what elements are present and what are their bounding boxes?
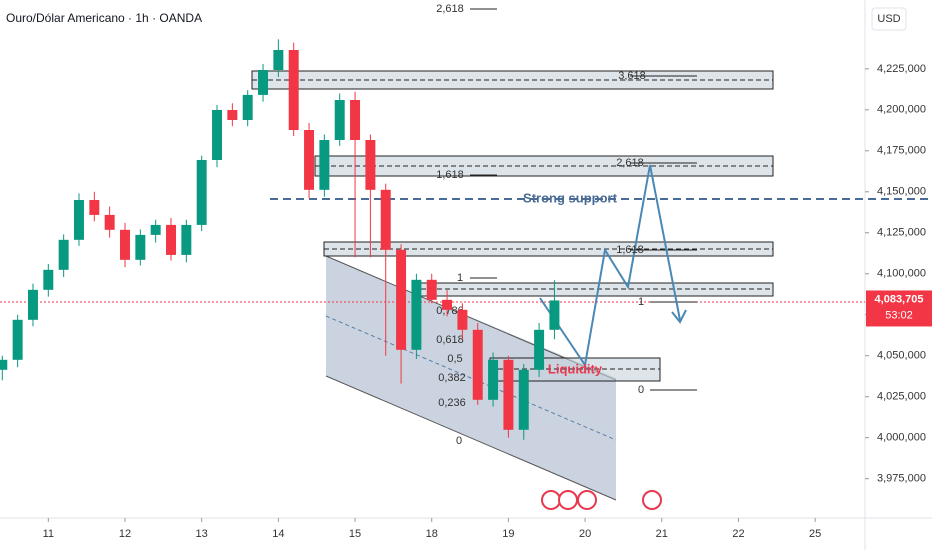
- y-tick-label: 4,175,000: [877, 145, 926, 157]
- candle-body: [104, 214, 115, 230]
- y-tick-label: 4,150,000: [877, 186, 926, 198]
- channel-mid: [325, 315, 617, 441]
- candle-body: [350, 99, 361, 140]
- candle-body: [212, 109, 223, 160]
- y-tick-label: 4,125,000: [877, 227, 926, 239]
- last-price-badge: [866, 290, 932, 327]
- candle-body: [472, 329, 483, 400]
- candle-body: [365, 139, 376, 190]
- candle-body: [258, 69, 269, 95]
- fib-label: 0,5: [447, 353, 462, 365]
- y-tick-label: 4,025,000: [877, 391, 926, 403]
- event-icon: [558, 490, 578, 510]
- y-tick-label: 4,225,000: [877, 63, 926, 75]
- candle-body: [135, 234, 146, 260]
- projection-arrow: [671, 309, 687, 324]
- countdown: 53:02: [885, 309, 913, 321]
- channel-line: [325, 375, 617, 501]
- projection-path: [539, 164, 681, 368]
- fib-label: 0: [638, 384, 644, 396]
- candle-body: [488, 359, 499, 400]
- fib-label: 1,618: [436, 169, 464, 181]
- y-tick-label: 4,050,000: [877, 350, 926, 362]
- fib-label: 0,236: [438, 397, 466, 409]
- candle-body: [166, 224, 176, 255]
- candle-body: [27, 289, 38, 320]
- candle-body: [549, 300, 560, 330]
- candle-body: [120, 229, 130, 260]
- candle-body: [380, 189, 391, 250]
- y-tick-label: 4,100,000: [877, 268, 926, 280]
- y-tick-label: 4,200,000: [877, 104, 926, 116]
- candle-body: [319, 139, 330, 190]
- event-icons: [541, 490, 662, 510]
- liquidity-label: Liquidity: [548, 361, 603, 376]
- candle-body: [411, 279, 422, 350]
- candle-body: [196, 159, 207, 225]
- x-tick-label: 22: [732, 528, 744, 540]
- fib-label: 0: [456, 435, 462, 447]
- x-tick-label: 14: [272, 528, 284, 540]
- x-tick-label: 19: [502, 528, 514, 540]
- last-price-label: 4,083,705: [875, 293, 924, 305]
- candle-body: [0, 359, 8, 370]
- candle-body: [426, 279, 437, 300]
- x-tick-label: 12: [119, 528, 131, 540]
- chart-title: Ouro/Dólar Americano · 1h · OANDA: [6, 11, 202, 25]
- y-tick-label: 3,975,000: [877, 473, 926, 485]
- candle-body: [442, 299, 453, 310]
- candle-body: [242, 94, 253, 120]
- candle-body: [288, 49, 299, 130]
- x-tick-label: 18: [426, 528, 438, 540]
- x-tick-label: 13: [196, 528, 208, 540]
- support-label: Strong support: [523, 190, 618, 205]
- fib-label: 0,618: [436, 334, 464, 346]
- currency-label: USD: [877, 13, 900, 25]
- candle-body: [503, 359, 514, 430]
- candle-body: [58, 239, 69, 270]
- fib-label: 0,382: [438, 372, 466, 384]
- x-tick-label: 21: [656, 528, 668, 540]
- fib-label: 1: [457, 272, 463, 284]
- event-icon: [642, 490, 662, 510]
- event-icon: [541, 490, 561, 510]
- candle-body: [534, 329, 545, 370]
- fib-label: 1,618: [616, 244, 644, 256]
- x-tick-label: 20: [579, 528, 591, 540]
- candle-body: [43, 269, 54, 290]
- y-tick-label: 4,000,000: [877, 432, 926, 444]
- candle-body: [89, 199, 100, 215]
- candle-body: [12, 319, 23, 360]
- candle-body: [74, 199, 84, 240]
- candle-body: [150, 224, 161, 235]
- candle-body: [518, 369, 529, 430]
- x-tick-label: 15: [349, 528, 361, 540]
- candle-body: [304, 129, 315, 190]
- fib-label: 2,618: [436, 3, 464, 15]
- fib-label: 2,618: [616, 157, 644, 169]
- x-tick-label: 25: [809, 528, 821, 540]
- candle-body: [334, 99, 345, 140]
- candle-body: [457, 309, 468, 330]
- candle-body: [227, 109, 238, 120]
- candle-body: [181, 224, 192, 255]
- candle-body: [273, 49, 284, 70]
- x-tick-label: 11: [43, 528, 54, 540]
- currency-badge: [871, 7, 907, 31]
- candle-body: [396, 249, 407, 350]
- fib-label: 3,618: [618, 70, 646, 82]
- event-icon: [577, 490, 597, 510]
- fib-label: 1: [638, 296, 644, 308]
